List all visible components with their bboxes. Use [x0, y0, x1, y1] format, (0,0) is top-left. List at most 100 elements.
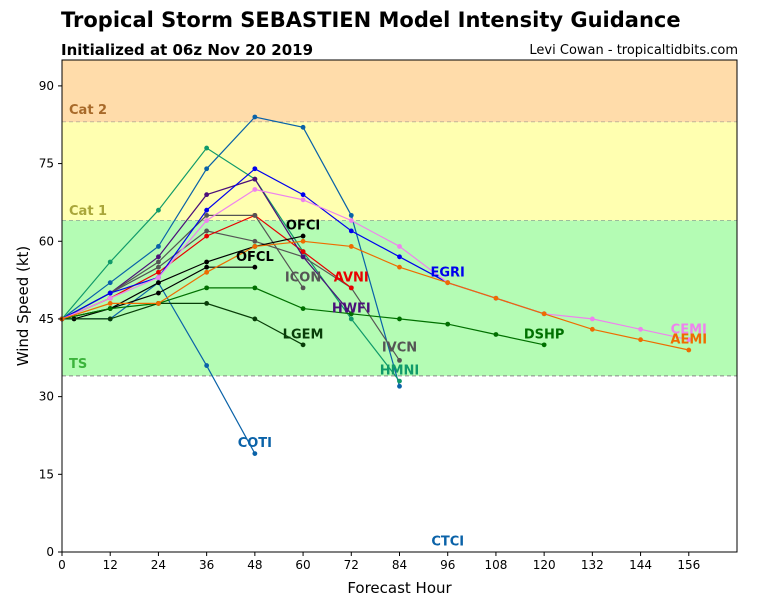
series-point-aemi	[638, 337, 643, 343]
x-tick-label: 0	[58, 558, 66, 572]
series-point-dshp	[107, 306, 113, 311]
series-point-hmni	[397, 378, 402, 384]
series-point-lgem	[252, 316, 258, 322]
series-point-cemi	[204, 218, 210, 223]
series-point-hmni	[107, 259, 113, 265]
series-point-aemi	[156, 301, 161, 306]
series-point-aemi	[107, 301, 113, 306]
x-tick-label: 156	[677, 558, 700, 572]
model-series-labels: CTCI COTI HMNI IVCN AVNI HWFI ICON OFCI OFCL LGEM…	[236, 219, 707, 550]
credit-text: Levi Cowan - tropicaltidbits.com	[529, 43, 738, 58]
series-point-coti	[252, 451, 258, 456]
series-point-ctci	[156, 244, 161, 249]
series-point-cemi	[156, 275, 161, 280]
y-tick-label: 45	[39, 312, 54, 326]
y-axis-label: Wind Speed (kt)	[14, 246, 32, 367]
y-tick-label: 15	[39, 467, 54, 481]
series-point-hwfi	[252, 176, 258, 182]
series-point-ctci	[300, 124, 306, 130]
x-tick-label: 48	[247, 558, 262, 572]
series-point-ofci	[300, 233, 306, 239]
series-label-ctci: CTCI	[431, 535, 464, 550]
y-tick-label: 75	[39, 157, 54, 171]
x-tick-label: 84	[392, 558, 407, 572]
chart-subtitle: Initialized at 06z Nov 20 2019	[61, 41, 314, 59]
series-point-ivcn	[252, 238, 258, 244]
series-point-dshp	[445, 321, 451, 327]
series-label-dshp: DSHP	[524, 327, 565, 342]
series-point-aemi	[589, 326, 595, 332]
series-point-ivcn	[204, 228, 210, 234]
series-point-ivcn	[156, 264, 161, 270]
series-point-dshp	[204, 285, 210, 291]
series-point-ctci	[397, 383, 402, 389]
model-series	[59, 114, 692, 456]
series-point-ctci	[204, 166, 210, 172]
series-point-aemi	[686, 347, 692, 353]
series-point-icon	[204, 212, 210, 218]
y-axis-ticks: 0 15 30 45 60 75 90	[39, 79, 62, 559]
series-point-aemi	[493, 295, 499, 301]
series-point-hwfi	[204, 192, 210, 198]
series-point-egri	[348, 228, 354, 234]
series-point-ofci	[204, 259, 210, 265]
series-point-icon	[300, 285, 306, 291]
series-point-cemi	[252, 187, 258, 192]
category-band-labels: Cat 2 Cat 1 TS	[69, 103, 107, 372]
x-tick-label: 36	[199, 558, 214, 572]
series-line-ivcn	[61, 230, 400, 361]
series-label-ofci: OFCI	[286, 219, 320, 234]
y-tick-label: 60	[39, 234, 54, 248]
series-point-aemi	[541, 311, 547, 317]
x-tick-label: 24	[151, 558, 166, 572]
series-point-egri	[204, 207, 210, 213]
series-label-hmni: HMNI	[380, 364, 420, 379]
band-cat-1	[62, 122, 737, 221]
x-tick-label: 72	[344, 558, 359, 572]
series-point-ofci	[156, 280, 161, 286]
series-point-dshp	[348, 311, 354, 317]
series-point-dshp	[493, 332, 499, 337]
series-point-dshp	[541, 342, 547, 348]
x-tick-label: 12	[103, 558, 118, 572]
series-point-dshp	[252, 285, 258, 291]
series-point-ofcl	[252, 264, 258, 270]
series-point-dshp	[300, 306, 306, 311]
series-point-ctci	[252, 114, 258, 120]
x-tick-label: 132	[581, 558, 604, 572]
chart-title: Tropical Storm SEBASTIEN Model Intensity…	[61, 8, 681, 32]
x-tick-label: 60	[295, 558, 310, 572]
series-line-cemi	[61, 188, 689, 341]
series-point-cemi	[300, 197, 306, 203]
series-label-ofcl: OFCL	[236, 250, 274, 265]
series-label-lgem: LGEM	[283, 327, 324, 342]
series-point-avni	[300, 249, 306, 255]
band-label-cat-1: Cat 1	[69, 204, 107, 219]
series-label-cemi: CEMI	[671, 322, 707, 337]
x-tick-label: 120	[533, 558, 556, 572]
band-label-ts: TS	[69, 357, 87, 372]
y-tick-label: 30	[39, 390, 54, 404]
series-point-cemi	[397, 244, 402, 249]
series-label-egri: EGRI	[431, 265, 465, 280]
series-point-aemi	[397, 264, 402, 270]
series-label-icon: ICON	[285, 271, 321, 286]
x-tick-label: 108	[484, 558, 507, 572]
series-point-coti	[204, 363, 210, 368]
series-point-lgem	[204, 301, 210, 306]
series-line-lgem	[62, 302, 304, 346]
series-point-ctci	[348, 212, 354, 218]
series-point-egri	[300, 192, 306, 198]
series-point-hmni	[204, 145, 210, 151]
series-point-lgem	[300, 342, 306, 348]
series-point-ivcn	[397, 357, 402, 363]
x-axis-label: Forecast Hour	[347, 579, 452, 597]
series-point-egri	[397, 254, 402, 260]
series-point-ofcl	[204, 264, 210, 270]
series-point-aemi	[204, 269, 210, 275]
series-point-dshp	[397, 316, 402, 322]
series-point-cemi	[686, 337, 692, 343]
series-label-avni: AVNI	[334, 271, 369, 286]
series-point-cemi	[589, 316, 595, 322]
